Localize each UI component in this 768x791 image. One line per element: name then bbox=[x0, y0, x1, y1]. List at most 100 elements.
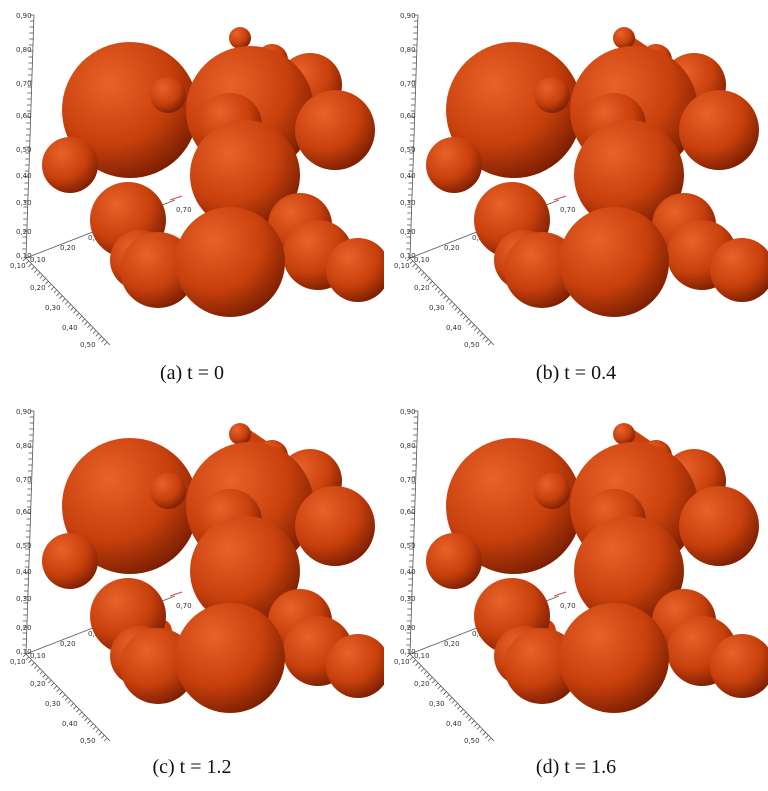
axis-tick bbox=[45, 280, 49, 285]
horizontal-tick-label: 0,20 bbox=[444, 640, 460, 648]
axis-tick bbox=[448, 301, 453, 305]
axis-tick bbox=[64, 697, 69, 701]
depth-tick-label: 0,30 bbox=[429, 304, 445, 312]
vertical-tick-label: 0,60 bbox=[16, 508, 32, 516]
sphere bbox=[426, 533, 482, 589]
vertical-tick-label: 0,60 bbox=[400, 112, 416, 120]
vertical-tick-label: 0,40 bbox=[16, 172, 32, 180]
panel-a: 0,90 0,80 0,70 0,60 0,50 0,40 0,30 0,20 0,10 0,10… bbox=[0, 0, 384, 395]
vertical-tick-label: 0,40 bbox=[400, 172, 416, 180]
sphere bbox=[326, 238, 384, 302]
sphere bbox=[710, 238, 768, 302]
axis-tick bbox=[22, 653, 27, 658]
axis-tick bbox=[482, 732, 486, 736]
vertical-tick-label: 0,20 bbox=[400, 624, 416, 632]
axis-tick bbox=[73, 705, 77, 710]
sphere bbox=[175, 207, 285, 317]
sphere bbox=[613, 423, 635, 445]
sphere bbox=[559, 207, 669, 317]
vertical-tick-label: 0,50 bbox=[16, 542, 32, 550]
axis-tick bbox=[437, 685, 442, 690]
axis-tick bbox=[465, 714, 470, 719]
axis-tick bbox=[471, 324, 475, 328]
axis-tick bbox=[25, 260, 30, 265]
caption-c: (c) t = 1.2 bbox=[152, 756, 232, 778]
axis-tick bbox=[473, 327, 478, 331]
sphere bbox=[446, 438, 582, 574]
vertical-tick-label: 0,30 bbox=[16, 199, 32, 207]
sphere bbox=[679, 90, 759, 170]
axis-tick bbox=[431, 679, 436, 684]
depth-tick-label: 0,40 bbox=[62, 324, 78, 332]
axis-tick bbox=[98, 336, 102, 340]
axis-tick bbox=[451, 304, 456, 308]
vertical-tick-label: 0,70 bbox=[16, 476, 32, 484]
axis-tick bbox=[64, 301, 69, 305]
vertical-tick-label: 0,90 bbox=[16, 408, 32, 416]
axis-tick bbox=[482, 336, 486, 340]
vertical-tick-label: 0,20 bbox=[16, 228, 32, 236]
axis-tick bbox=[87, 324, 91, 328]
vertical-tick-label: 0,10 bbox=[400, 648, 416, 656]
sphere bbox=[426, 137, 482, 193]
axis-tick bbox=[75, 708, 80, 713]
depth-tick-label: 0,50 bbox=[464, 341, 480, 349]
axis-lines bbox=[22, 14, 176, 346]
axis-tick bbox=[420, 668, 425, 672]
axis-tick bbox=[429, 676, 433, 681]
axis-tick bbox=[415, 266, 419, 270]
depth-tick-label: 0,10 bbox=[394, 658, 410, 666]
sphere bbox=[446, 42, 582, 178]
horizontal-tick-label: 0,20 bbox=[444, 244, 460, 252]
axis-tick bbox=[426, 674, 430, 678]
sphere bbox=[42, 137, 98, 193]
axis-tick bbox=[31, 662, 35, 666]
axis-tick bbox=[465, 318, 470, 323]
sphere bbox=[62, 438, 198, 574]
axis-tick bbox=[89, 327, 94, 331]
depth-tick-label: 0,20 bbox=[414, 284, 430, 292]
vertical-tick-label: 0,20 bbox=[16, 624, 32, 632]
axis-tick bbox=[39, 671, 44, 675]
sphere bbox=[295, 486, 375, 566]
axis-tick bbox=[443, 295, 447, 299]
x-axis-marker bbox=[169, 195, 183, 201]
vertical-tick-label: 0,10 bbox=[16, 648, 32, 656]
horizontal-tick-label: 0,20 bbox=[60, 640, 76, 648]
depth-tick-label: 0,30 bbox=[45, 700, 61, 708]
axis-tick bbox=[28, 659, 32, 664]
sphere bbox=[326, 634, 384, 698]
axis-tick bbox=[454, 307, 458, 311]
axis-tick bbox=[454, 703, 458, 707]
vertical-tick-label: 0,60 bbox=[400, 508, 416, 516]
vertical-tick-label: 0,80 bbox=[16, 46, 32, 54]
vertical-tick-label: 0,70 bbox=[400, 80, 416, 88]
sphere bbox=[295, 90, 375, 170]
axis-tick bbox=[81, 714, 86, 719]
axis-tick bbox=[28, 263, 32, 268]
axis-tick bbox=[462, 315, 467, 320]
axis-tick bbox=[476, 726, 481, 730]
axis-tick bbox=[473, 723, 478, 727]
sphere bbox=[229, 423, 251, 445]
axis-tick bbox=[420, 272, 425, 276]
vertical-tick-label: 0,80 bbox=[400, 46, 416, 54]
axis-tick bbox=[22, 257, 27, 262]
panel-d: 0,90 0,80 0,70 0,60 0,50 0,40 0,30 0,20 0,10 0,10… bbox=[384, 396, 768, 791]
sphere bbox=[150, 473, 186, 509]
sphere bbox=[150, 77, 186, 113]
axis-tick bbox=[47, 283, 52, 288]
caption-a: (a) t = 0 bbox=[159, 362, 225, 384]
axis-tick bbox=[479, 729, 484, 733]
axis-tick bbox=[440, 688, 444, 693]
axis-tick bbox=[434, 682, 439, 687]
axis-tick bbox=[448, 697, 453, 701]
sphere bbox=[613, 27, 635, 49]
sphere bbox=[574, 516, 684, 626]
vertical-tick-label: 0,30 bbox=[400, 595, 416, 603]
sphere bbox=[175, 603, 285, 713]
axis-tick bbox=[479, 333, 484, 337]
vertical-tick-label: 0,90 bbox=[400, 12, 416, 20]
axis-tick bbox=[485, 734, 489, 739]
caption-b: (b) t = 0.4 bbox=[535, 362, 617, 384]
